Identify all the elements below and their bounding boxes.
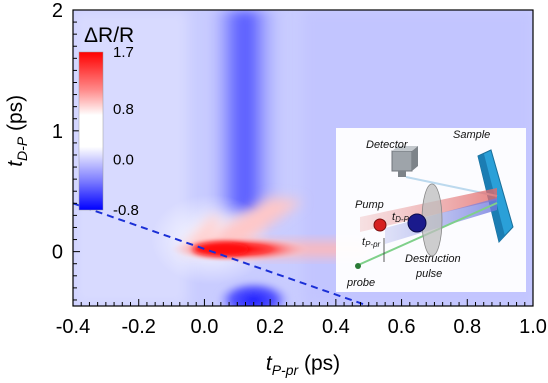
probe-label: probe <box>346 277 375 289</box>
x-axis-title: tP-pr (ps) <box>266 352 340 378</box>
pump-pulse-icon <box>373 218 387 232</box>
colorbar-gradient <box>78 51 104 211</box>
x-tick-label: 0.0 <box>191 316 219 338</box>
negative-dip <box>215 279 292 306</box>
colorbar-tick-label: 1.7 <box>113 44 134 61</box>
negative-band <box>207 10 284 216</box>
detector-label: Detector <box>366 139 409 151</box>
x-tick-label: 0.4 <box>322 316 350 338</box>
setup-schematic-inset: Detector Sample Pump tD-P tP-pr Destruct… <box>336 128 526 292</box>
colorbar-tick-label: -0.8 <box>113 202 139 219</box>
detector-icon <box>391 146 418 177</box>
y-tick-label: 2 <box>52 0 63 22</box>
colorbar: ΔR/R 1.7 0.8 0.0 -0.8 <box>78 24 139 219</box>
probe-pulse-icon <box>355 263 361 269</box>
destruction-pulse-icon <box>407 213 427 233</box>
colorbar-tick-label: 0.8 <box>113 101 134 118</box>
colorbar-tick-label: 0.0 <box>113 151 134 168</box>
y-axis: 0 1 2 <box>52 0 80 301</box>
destruction-label: Destruction <box>405 253 461 265</box>
y-tick-label: 1 <box>52 121 63 143</box>
x-axis: -0.4 -0.2 0.0 0.2 0.4 0.6 0.8 1.0 <box>56 299 547 338</box>
y-axis-title: tD-P (ps) <box>4 95 30 167</box>
positive-peak-core <box>192 242 249 257</box>
x-tick-label: -0.2 <box>121 316 155 338</box>
sample-label: Sample <box>453 129 490 141</box>
y-tick-label: 0 <box>52 242 63 264</box>
pulse-label: pulse <box>415 268 442 280</box>
t-dp-label: tD-P <box>392 211 410 224</box>
x-tick-label: 0.6 <box>388 316 416 338</box>
dashed-guide-line <box>72 202 370 307</box>
x-tick-label: 0.2 <box>256 316 284 338</box>
x-tick-label: 1.0 <box>519 316 547 338</box>
x-tick-label: -0.4 <box>56 316 90 338</box>
pump-label: Pump <box>355 199 384 211</box>
red-arm-upper <box>188 197 303 250</box>
x-tick-label: 0.8 <box>453 316 481 338</box>
colorbar-title: ΔR/R <box>84 24 134 47</box>
t-ppr-label: tP-pr <box>362 236 381 249</box>
